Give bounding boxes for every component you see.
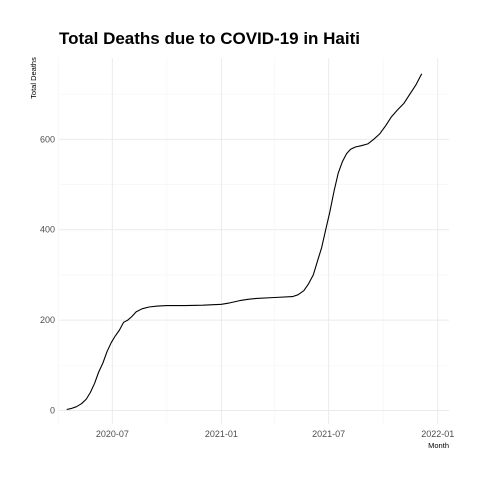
minor-gridlines (58, 58, 449, 424)
y-axis-title: Total Deaths (29, 57, 38, 99)
tick-labels: 0 200 400 600 2020-07 2021-01 2021-07 2022-01 (40, 134, 454, 439)
y-tick-label: 0 (50, 405, 55, 415)
chart-title: Total Deaths due to COVID-19 in Haiti (59, 29, 360, 48)
series-line-total-deaths (66, 73, 423, 411)
series-layer (66, 73, 423, 411)
major-gridlines (59, 58, 449, 424)
x-tick-label: 2021-01 (205, 429, 238, 439)
y-tick-label: 400 (40, 225, 55, 235)
y-tick-label: 600 (40, 134, 55, 144)
x-axis-title: Month (428, 441, 449, 450)
y-tick-label: 200 (40, 315, 55, 325)
x-tick-label: 2021-07 (312, 429, 345, 439)
x-tick-label: 2020-07 (96, 429, 129, 439)
x-tick-label: 2022-01 (421, 429, 454, 439)
